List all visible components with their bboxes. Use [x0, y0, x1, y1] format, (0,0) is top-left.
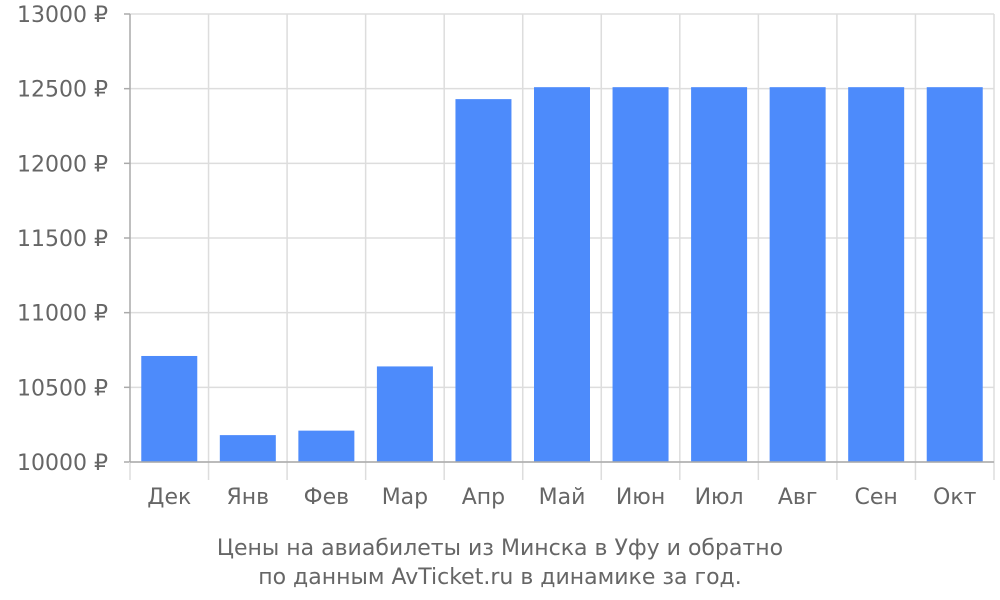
- bar-8: [691, 87, 748, 462]
- x-tick-label: Дек: [147, 485, 191, 510]
- x-tick-label: Фев: [304, 485, 349, 510]
- x-tick-label: Апр: [462, 485, 505, 510]
- bars: [141, 87, 983, 463]
- y-tick-label: 11500 ₽: [17, 227, 108, 252]
- y-tick-label: 11000 ₽: [17, 302, 108, 327]
- x-tick-label: Май: [539, 485, 586, 510]
- bar-1: [141, 355, 198, 462]
- bar-2: [219, 435, 276, 462]
- chart-caption-line-1: Цены на авиабилеты из Минска в Уфу и обр…: [217, 536, 783, 561]
- x-tick-label: Авг: [778, 485, 818, 510]
- x-tick-label: Июл: [695, 485, 744, 510]
- x-tick-label: Сен: [855, 485, 898, 510]
- x-tick-label: Окт: [933, 485, 977, 510]
- bar-4: [376, 366, 433, 462]
- bar-10: [848, 87, 905, 462]
- y-tick-label: 13000 ₽: [17, 3, 108, 28]
- chart-caption-line-2: по данным AvTicket.ru в динамике за год.: [258, 565, 742, 590]
- bar-3: [298, 430, 355, 462]
- y-tick-label: 12500 ₽: [17, 78, 108, 103]
- y-tick-label: 12000 ₽: [17, 152, 108, 177]
- y-tick-label: 10500 ₽: [17, 376, 108, 401]
- bar-7: [612, 87, 669, 462]
- x-tick-label: Янв: [226, 485, 269, 510]
- bar-9: [769, 87, 826, 462]
- y-tick-label: 10000 ₽: [17, 451, 108, 476]
- x-tick-label: Мар: [382, 485, 428, 510]
- bar-5: [455, 99, 512, 463]
- bar-6: [534, 87, 590, 462]
- axes: [124, 13, 995, 480]
- bar-11: [926, 87, 983, 462]
- y-tick-labels: 10000 ₽ 10500 ₽ 11000 ₽ 11500 ₽ 12000 ₽ 12500…: [17, 3, 108, 476]
- x-tick-labels: Дек Янв Фев Мар Апр Май Июн Июл Авг Сен Окт: [147, 485, 976, 510]
- x-tick-label: Июн: [616, 485, 665, 510]
